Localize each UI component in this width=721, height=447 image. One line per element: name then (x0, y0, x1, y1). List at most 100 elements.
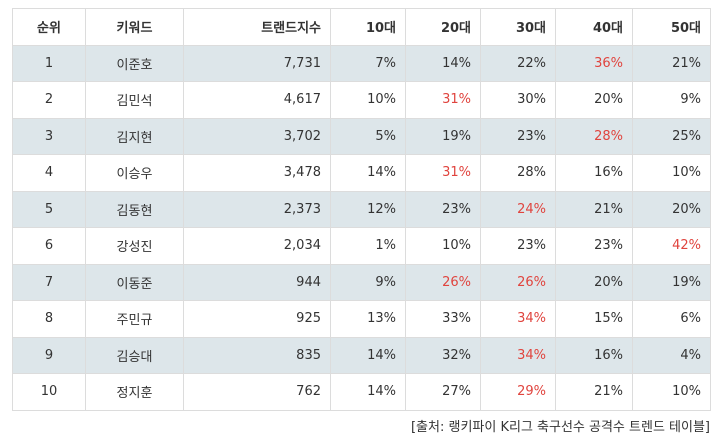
table-cell: 20% (632, 190, 711, 228)
table-cell: 42% (632, 227, 711, 265)
trend-table: 순위 키워드 트랜드지수 10대 20대 30대 40대 50대 1 이준호 7,731 7% 14%… (12, 8, 711, 411)
table-cell: 21% (555, 373, 633, 411)
table-body: 1 이준호 7,731 7% 14% 22% 36% 21% 2 김민석 4,617 10% 31% 30… (12, 44, 711, 411)
header-cell: 10대 (330, 8, 406, 46)
table-cell: 31% (405, 81, 481, 119)
table-cell: 5 (12, 190, 86, 228)
table-cell: 21% (632, 44, 711, 82)
table-cell: 9% (632, 81, 711, 119)
table-cell: 20% (555, 81, 633, 119)
header-cell: 순위 (12, 8, 86, 46)
table-row: 10 정지훈 762 14% 27% 29% 21% 10% (12, 373, 711, 411)
header-cell: 키워드 (85, 8, 184, 46)
table-cell: 14% (405, 44, 481, 82)
table-cell: 4% (632, 336, 711, 374)
table-cell: 13% (330, 300, 406, 338)
table-cell: 14% (330, 154, 406, 192)
table-cell: 26% (480, 263, 556, 301)
header-cell: 30대 (480, 8, 556, 46)
table-cell: 27% (405, 373, 481, 411)
table-cell: 10% (632, 373, 711, 411)
table-cell: 7% (330, 44, 406, 82)
table-row: 7 이동준 944 9% 26% 26% 20% 19% (12, 263, 711, 301)
table-cell: 1 (12, 44, 86, 82)
table-cell: 2,034 (183, 227, 331, 265)
table-cell: 김동현 (85, 190, 184, 228)
table-row: 9 김승대 835 14% 32% 34% 16% 4% (12, 336, 711, 374)
table-cell: 23% (555, 227, 633, 265)
table-cell: 4,617 (183, 81, 331, 119)
table-cell: 32% (405, 336, 481, 374)
table-cell: 34% (480, 336, 556, 374)
table-cell: 16% (555, 336, 633, 374)
table-cell: 2,373 (183, 190, 331, 228)
table-cell: 강성진 (85, 227, 184, 265)
table-row: 2 김민석 4,617 10% 31% 30% 20% 9% (12, 81, 711, 119)
table-cell: 30% (480, 81, 556, 119)
table-cell: 36% (555, 44, 633, 82)
table-cell: 34% (480, 300, 556, 338)
table-cell: 3,478 (183, 154, 331, 192)
table-cell: 835 (183, 336, 331, 374)
table-cell: 28% (480, 154, 556, 192)
header-cell: 트랜드지수 (183, 8, 331, 46)
header-cell: 20대 (405, 8, 481, 46)
table-cell: 6 (12, 227, 86, 265)
table-cell: 이동준 (85, 263, 184, 301)
table-row: 1 이준호 7,731 7% 14% 22% 36% 21% (12, 44, 711, 82)
table-cell: 12% (330, 190, 406, 228)
table-cell: 10% (632, 154, 711, 192)
caption: [출처: 랭키파이 K리그 축구선수 공격수 트렌드 테이블] (410, 420, 710, 435)
table-cell: 10% (330, 81, 406, 119)
table-cell: 14% (330, 336, 406, 374)
table-row: 5 김동현 2,373 12% 23% 24% 21% 20% (12, 190, 711, 228)
table-cell: 28% (555, 117, 633, 155)
table-cell: 19% (405, 117, 481, 155)
table-cell: 주민규 (85, 300, 184, 338)
table-row: 4 이승우 3,478 14% 31% 28% 16% 10% (12, 154, 711, 192)
table-cell: 김승대 (85, 336, 184, 374)
table-cell: 1% (330, 227, 406, 265)
table-cell: 6% (632, 300, 711, 338)
table-cell: 이승우 (85, 154, 184, 192)
table-cell: 7 (12, 263, 86, 301)
table-row: 3 김지현 3,702 5% 19% 23% 28% 25% (12, 117, 711, 155)
table-cell: 26% (405, 263, 481, 301)
table-cell: 9% (330, 263, 406, 301)
header-cell: 40대 (555, 8, 633, 46)
table-cell: 9 (12, 336, 86, 374)
table-cell: 2 (12, 81, 86, 119)
table-cell: 24% (480, 190, 556, 228)
table-cell: 23% (480, 117, 556, 155)
table-row: 8 주민규 925 13% 33% 34% 15% 6% (12, 300, 711, 338)
table-cell: 23% (405, 190, 481, 228)
table-cell: 33% (405, 300, 481, 338)
table-cell: 15% (555, 300, 633, 338)
header-cell: 50대 (632, 8, 711, 46)
table-cell: 10% (405, 227, 481, 265)
table-cell: 23% (480, 227, 556, 265)
table-cell: 이준호 (85, 44, 184, 82)
table-cell: 25% (632, 117, 711, 155)
header-row: 순위 키워드 트랜드지수 10대 20대 30대 40대 50대 (12, 8, 711, 46)
table-cell: 29% (480, 373, 556, 411)
table-cell: 7,731 (183, 44, 331, 82)
table-cell: 14% (330, 373, 406, 411)
table-cell: 19% (632, 263, 711, 301)
table-cell: 16% (555, 154, 633, 192)
table-cell: 22% (480, 44, 556, 82)
table-cell: 5% (330, 117, 406, 155)
table-cell: 762 (183, 373, 331, 411)
table-cell: 8 (12, 300, 86, 338)
table-cell: 김지현 (85, 117, 184, 155)
table-cell: 3 (12, 117, 86, 155)
table-cell: 944 (183, 263, 331, 301)
table-row: 6 강성진 2,034 1% 10% 23% 23% 42% (12, 227, 711, 265)
table-cell: 20% (555, 263, 633, 301)
table-cell: 정지훈 (85, 373, 184, 411)
table-cell: 925 (183, 300, 331, 338)
table-cell: 10 (12, 373, 86, 411)
table-cell: 31% (405, 154, 481, 192)
table-cell: 김민석 (85, 81, 184, 119)
